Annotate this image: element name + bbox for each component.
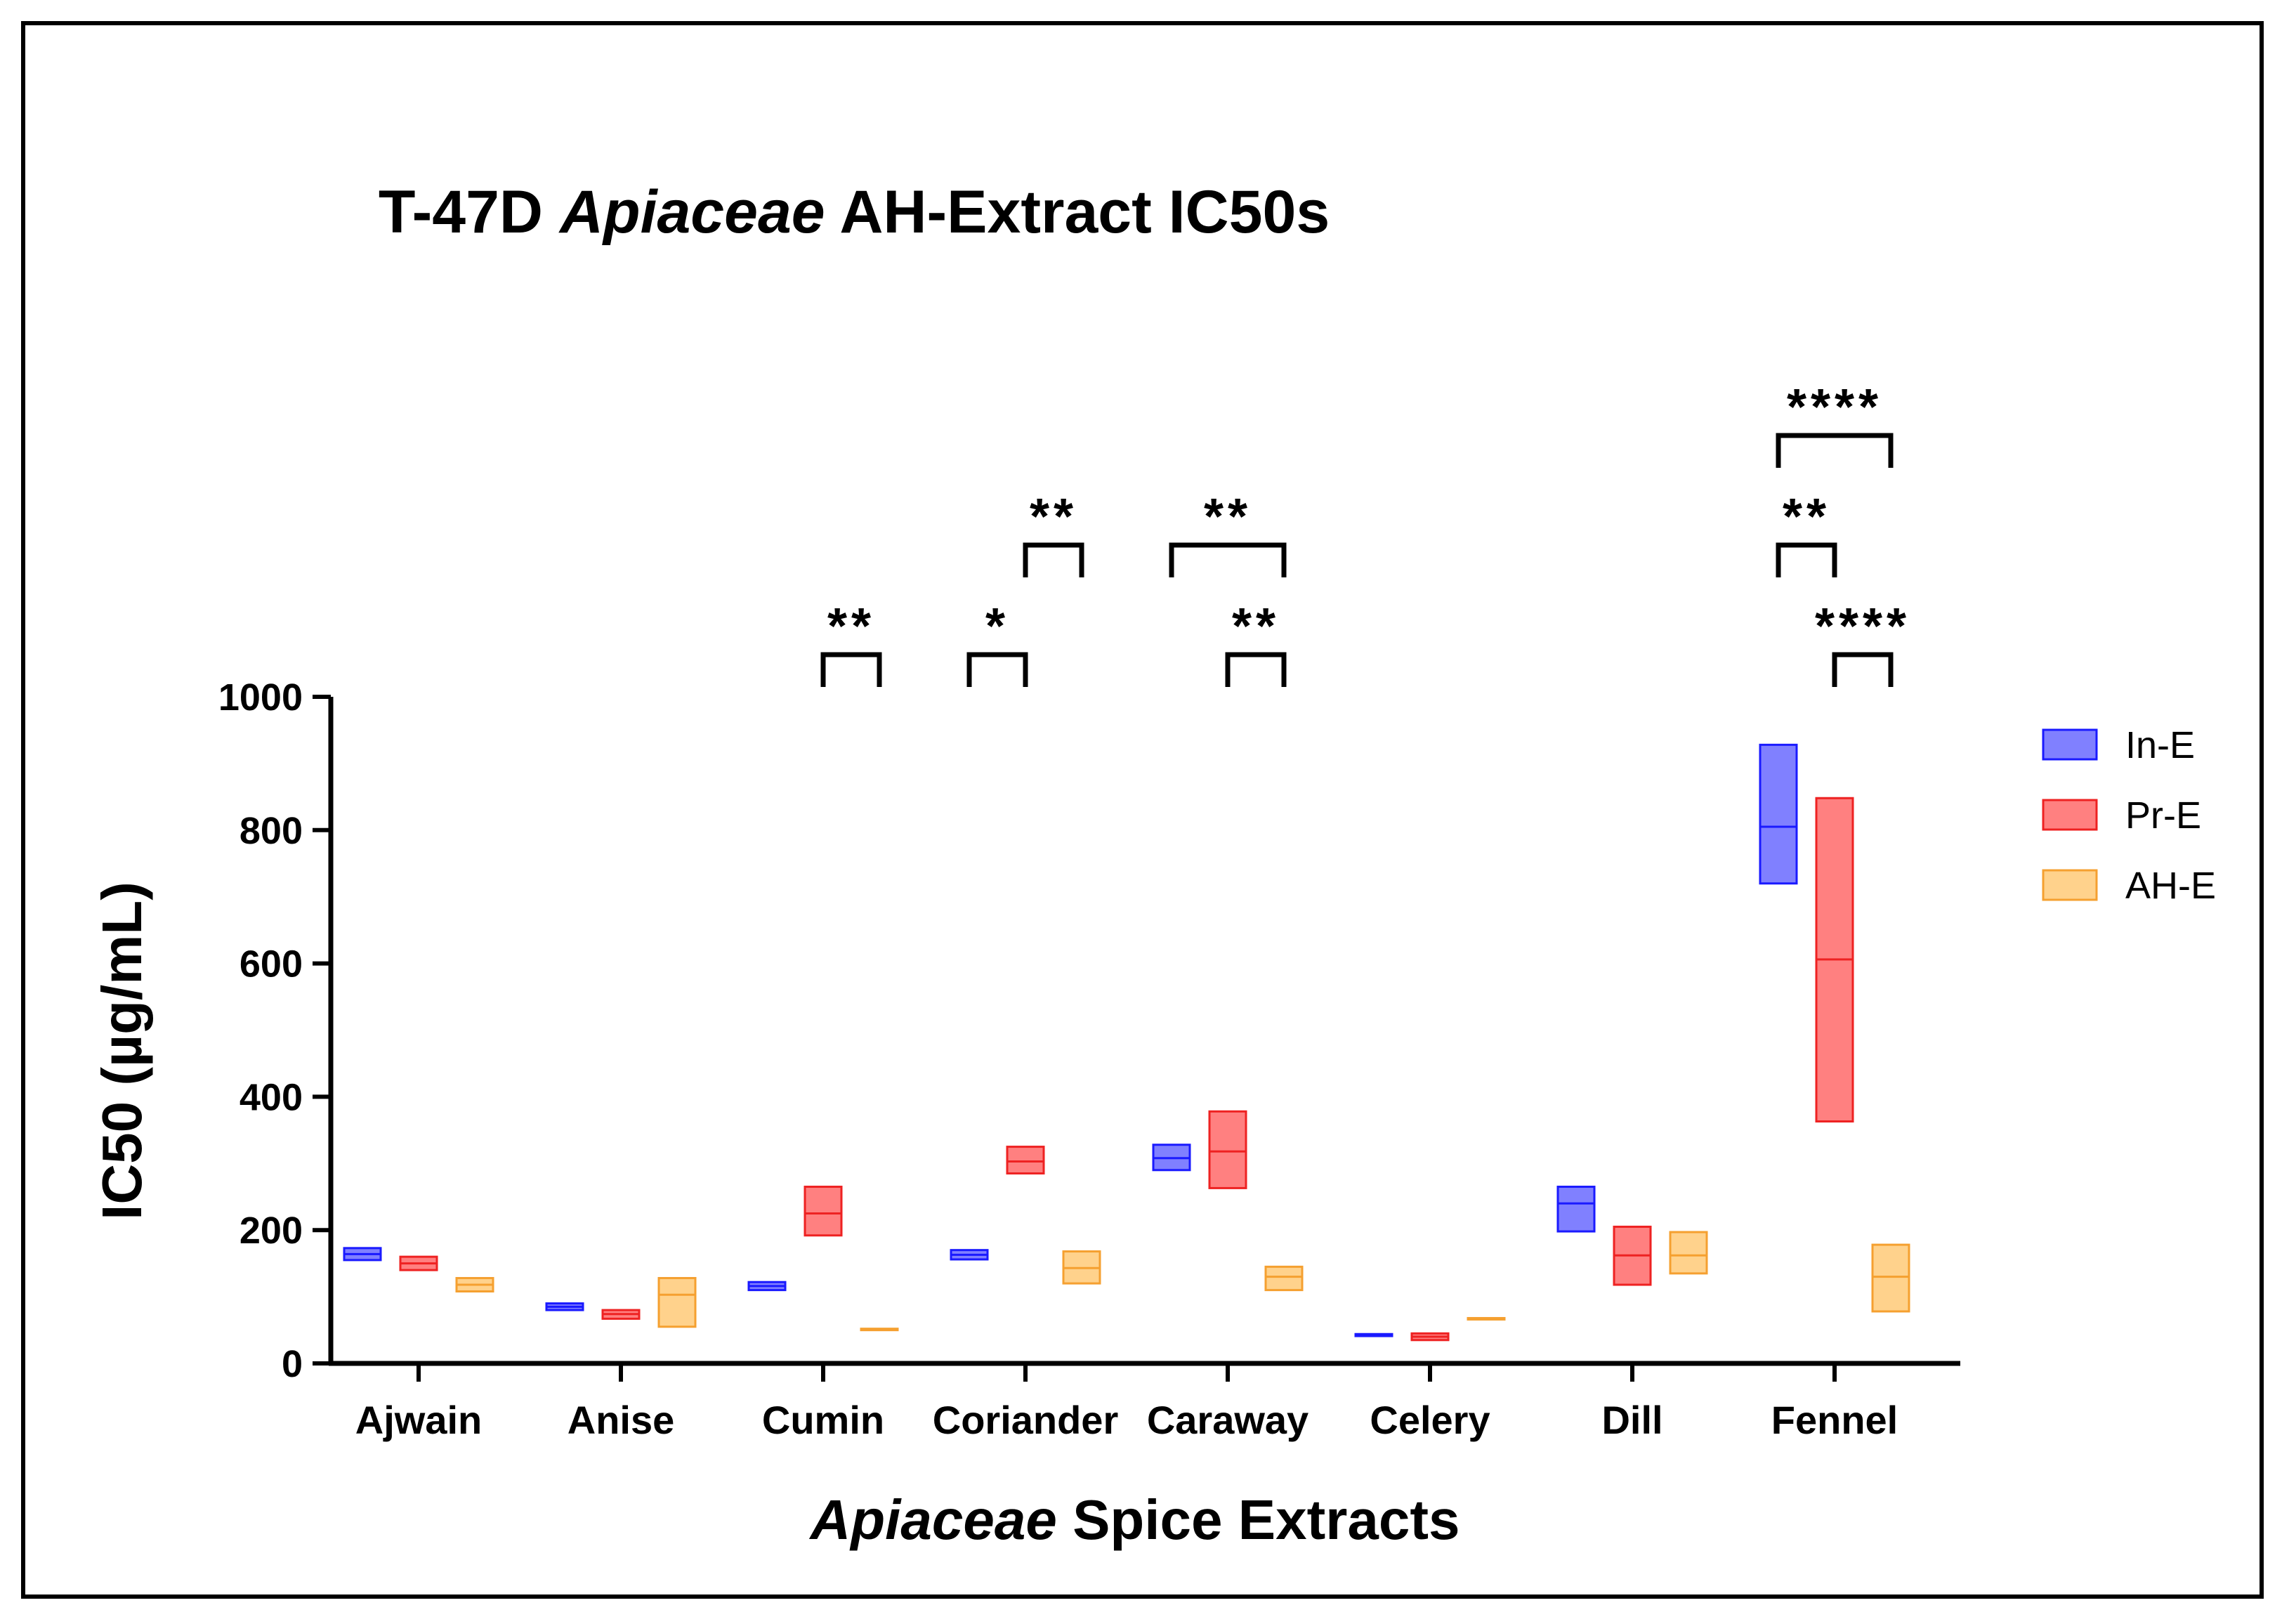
series-ah-e	[455, 1231, 1910, 1332]
significance-stars: **	[1204, 489, 1252, 545]
box-pr-e-cumin	[804, 1186, 843, 1237]
significance-stars: *	[985, 598, 1009, 655]
significance-bracket	[1169, 542, 1287, 577]
significance-stars: ****	[1815, 598, 1910, 655]
legend-label: AH-E	[2125, 865, 2216, 907]
box-in-e-fennel	[1759, 743, 1798, 885]
figure-frame: T-47D Apiaceae AH-Extract IC50s 0 200 400 6…	[21, 21, 2264, 1599]
category-label-cumin: Cumin	[762, 1398, 884, 1442]
y-tick-label-800: 800	[240, 810, 303, 852]
x-axis-title-part-0: Apiaceae	[809, 1488, 1057, 1551]
chart-canvas: T-47D Apiaceae AH-Extract IC50s 0 200 400 6…	[91, 178, 2216, 1551]
legend-swatch	[2042, 799, 2098, 831]
legend: In-E Pr-E AH-E	[2042, 724, 2216, 907]
box-ah-e-anise	[657, 1277, 697, 1328]
box-in-e-dill	[1556, 1186, 1596, 1233]
x-axis-title-part-1: Spice Extracts	[1057, 1488, 1460, 1551]
significance-cumin-0: **	[820, 598, 882, 687]
box-ah-e-fennel	[1871, 1243, 1910, 1313]
significance-stars: ****	[1787, 379, 1882, 436]
x-axis-title: Apiaceae Spice Extracts	[809, 1488, 1460, 1551]
significance-stars: **	[827, 598, 875, 655]
significance-stars: **	[1783, 489, 1830, 545]
y-tick-label-0: 0	[282, 1343, 303, 1385]
box-pr-e-coriander	[1006, 1146, 1045, 1175]
significance-annotations: ** *****************	[820, 379, 1910, 687]
chart-title-part-1: Apiaceae	[558, 178, 825, 246]
category-label-caraway: Caraway	[1147, 1398, 1309, 1442]
significance-stars: **	[1030, 489, 1077, 545]
plot-area: 0 200 400 600 800 1000 Ajwain Anise Cumin Coriand…	[218, 676, 1960, 1442]
legend-item-ah-e: AH-E	[2042, 865, 2216, 907]
significance-bracket	[1832, 652, 1894, 687]
category-label-coriander: Coriander	[933, 1398, 1119, 1442]
box-pr-e-caraway	[1208, 1110, 1247, 1189]
box-ah-e-dill	[1669, 1231, 1708, 1275]
series-in-e	[343, 743, 1798, 1337]
significance-bracket	[820, 652, 882, 687]
legend-item-pr-e: Pr-E	[2042, 794, 2201, 837]
category-label-celery: Celery	[1370, 1398, 1490, 1442]
legend-swatch	[2042, 869, 2098, 901]
significance-bracket	[1776, 433, 1894, 468]
legend-item-in-e: In-E	[2042, 724, 2195, 766]
category-label-anise: Anise	[568, 1398, 675, 1442]
significance-fennel-5: ****	[1815, 598, 1910, 687]
legend-label: In-E	[2125, 724, 2195, 766]
y-axis-title: IC50 (µg/mL)	[91, 882, 153, 1220]
chart-title-part-2: AH-Extract IC50s	[825, 178, 1330, 246]
chart-title-part-0: T-47D	[379, 178, 560, 246]
chart-title: T-47D Apiaceae AH-Extract IC50s	[379, 178, 1330, 246]
significance-fennel-7: ****	[1776, 379, 1894, 468]
significance-bracket	[1776, 542, 1837, 577]
series-pr-e	[399, 797, 1854, 1342]
y-tick-label-400: 400	[240, 1076, 303, 1118]
y-tick-label-1000: 1000	[218, 676, 303, 719]
box-ah-e-caraway	[1264, 1265, 1304, 1292]
legend-swatch	[2042, 728, 2098, 761]
y-tick-label-200: 200	[240, 1210, 303, 1252]
significance-fennel-6: **	[1776, 489, 1837, 577]
y-tick-label-600: 600	[240, 943, 303, 985]
significance-bracket	[966, 652, 1028, 687]
category-label-ajwain: Ajwain	[355, 1398, 482, 1442]
significance-coriander-1: *	[966, 598, 1028, 687]
significance-coriander-2: **	[1023, 489, 1084, 577]
significance-bracket	[1225, 652, 1287, 687]
significance-stars: **	[1232, 598, 1280, 655]
category-label-fennel: Fennel	[1771, 1398, 1898, 1442]
significance-bracket	[1023, 542, 1084, 577]
category-label-dill: Dill	[1601, 1398, 1662, 1442]
significance-caraway-4: **	[1169, 489, 1287, 577]
significance-caraway-3: **	[1225, 598, 1287, 687]
legend-label: Pr-E	[2125, 794, 2201, 837]
